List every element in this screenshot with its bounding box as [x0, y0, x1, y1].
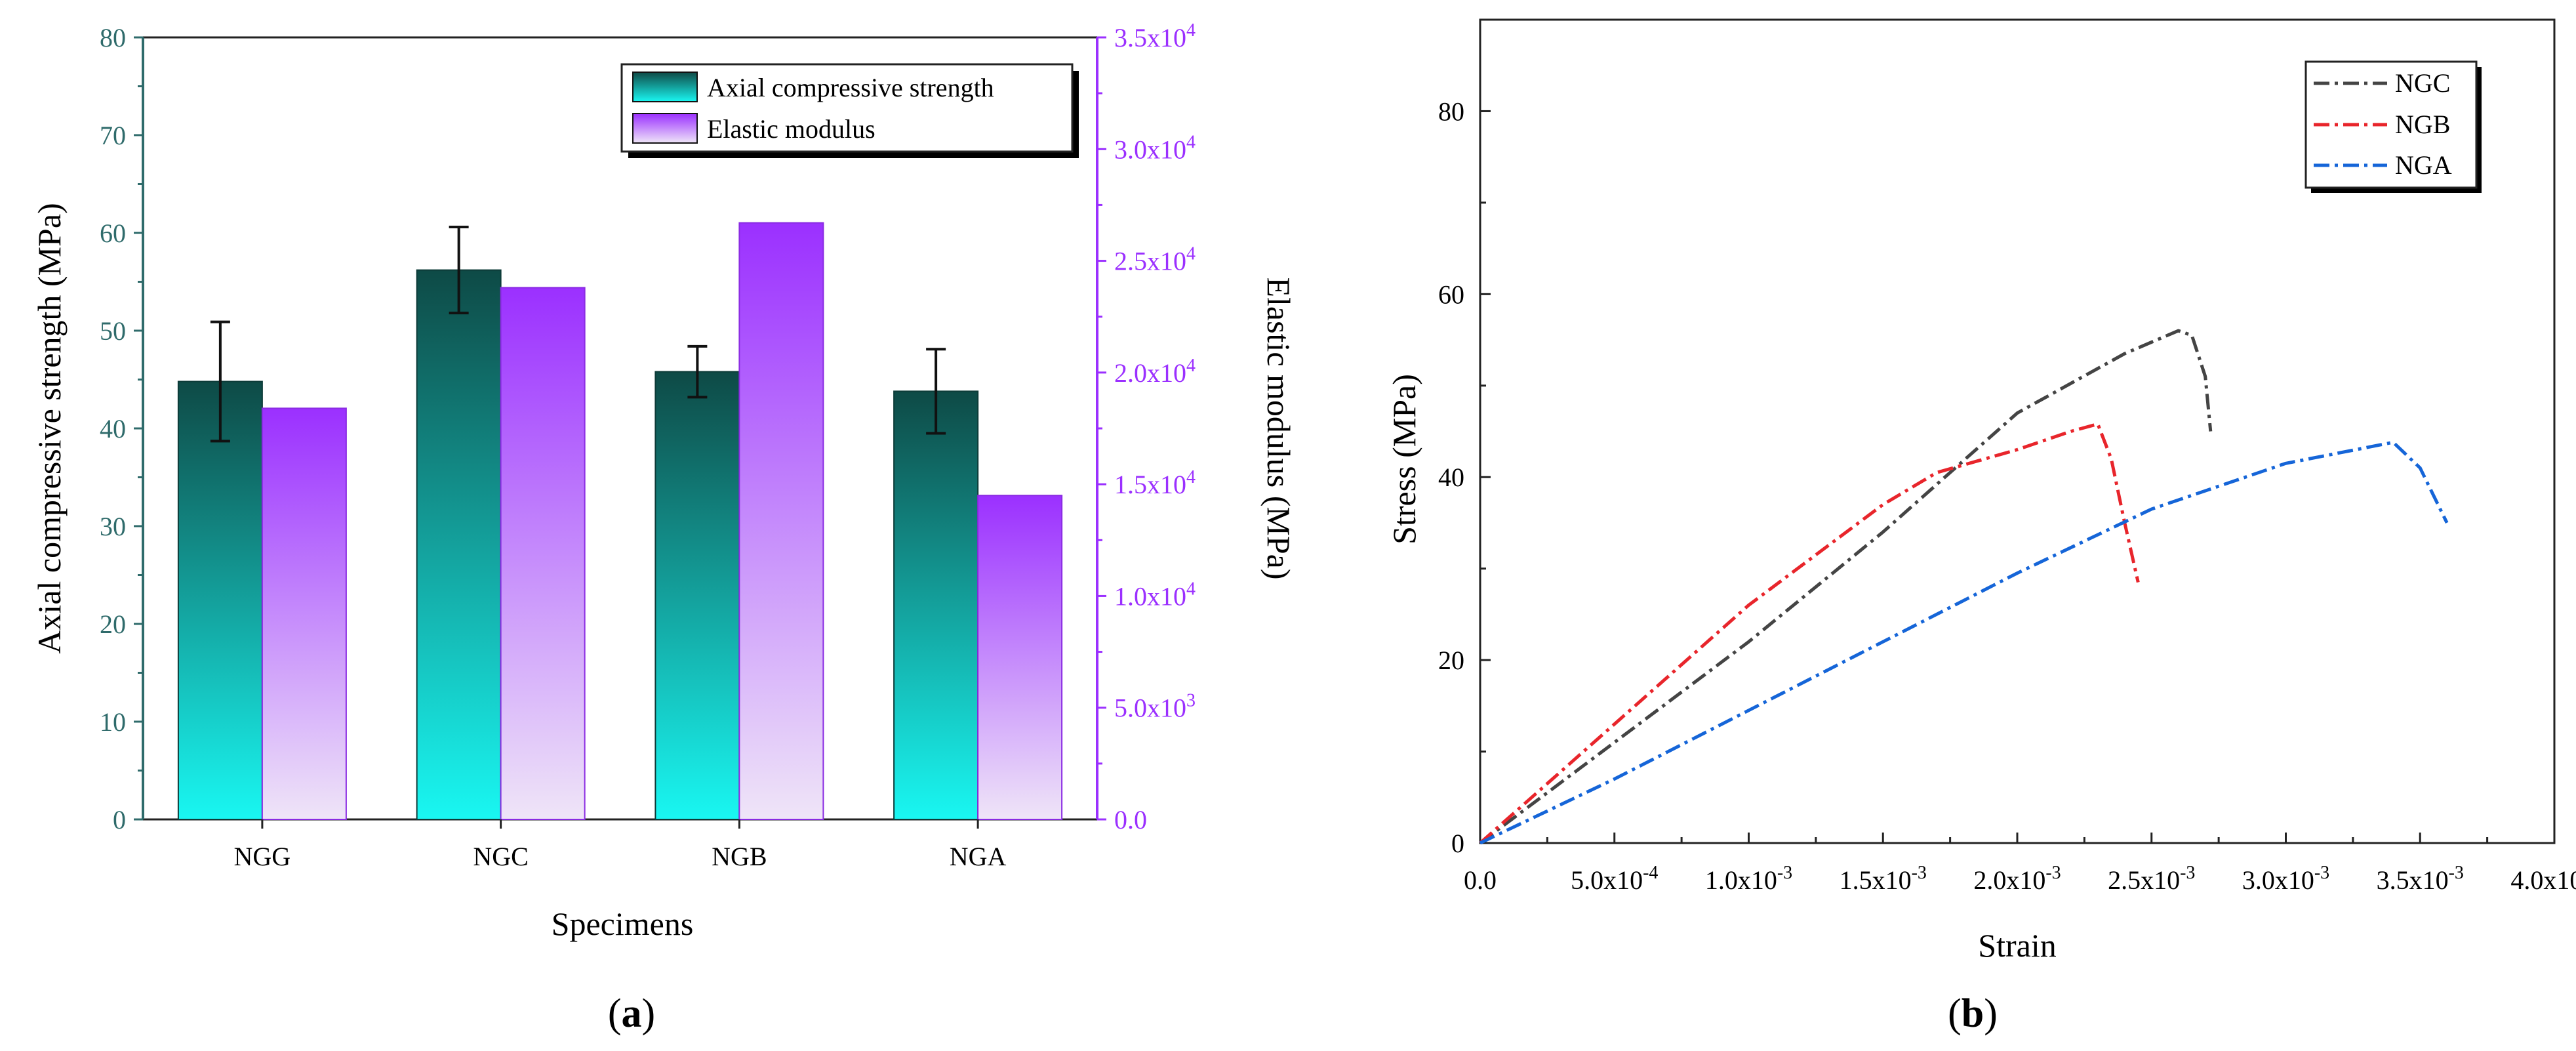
panel-a-legend: Axial compressive strength Elastic modul… [620, 63, 1079, 158]
bar-modulus-ngc [500, 287, 586, 820]
right-tick-label: 1.5x104 [1114, 467, 1196, 499]
legend-swatch-axial-compressive-strength [632, 72, 698, 102]
x-tick-label: 0.0 [1464, 865, 1497, 895]
right-tick-label: 3.5x104 [1114, 20, 1196, 52]
legend-label-nga: NGA [2395, 150, 2452, 180]
left-tick-label: 10 [100, 707, 126, 737]
x-tick-label-nga: NGA [950, 842, 1007, 871]
y-tick-label: 0 [1451, 829, 1464, 858]
panel-b-x-axis-label: Strain [1978, 927, 2056, 964]
x-tick-label: 1.0x10-3 [1705, 863, 1792, 895]
series-line-ngc [1479, 329, 2213, 845]
x-tick-label-ngg: NGG [234, 842, 291, 871]
x-tick-label-ngb: NGB [712, 842, 767, 871]
right-tick-label: 0.0 [1114, 805, 1147, 835]
left-tick-label: 80 [100, 23, 126, 52]
panel-b-legend: NGC NGB NGA [2304, 60, 2482, 193]
panel-a-caption: (a) [608, 991, 655, 1036]
x-tick-label: 2.5x10-3 [2108, 863, 2195, 895]
right-tick-label: 5.0x103 [1114, 691, 1196, 723]
right-tick-label: 3.0x104 [1114, 132, 1196, 164]
bar-modulus-ngb [738, 222, 824, 821]
y-tick-label: 40 [1438, 463, 1464, 492]
legend-label-axial-compressive-strength: Axial compressive strength [707, 73, 994, 102]
panel-a-bar-chart: 0 10 20 30 40 50 60 70 80 0.0 5.0x103 1.0x104 1.5x1… [31, 20, 1297, 1036]
left-tick-label: 30 [100, 512, 126, 541]
x-tick-label: 5.0x10-4 [1571, 863, 1658, 895]
panel-b-caption: (b) [1948, 991, 1998, 1036]
legend-label-ngc: NGC [2395, 68, 2450, 98]
bar-strength-ngg [177, 381, 263, 820]
bar-strength-nga [893, 390, 979, 820]
right-tick-label: 2.0x104 [1114, 356, 1196, 388]
left-tick-label: 0 [113, 805, 126, 835]
panel-b-legend-box [2304, 60, 2478, 189]
x-tick-label-ngc: NGC [473, 842, 528, 871]
y-tick-label: 80 [1438, 96, 1464, 126]
x-tick-label: 2.0x10-3 [1973, 863, 2061, 895]
panel-a-left-axis-label: Axial compressive strength (MPa) [31, 203, 68, 653]
legend-label-elastic-modulus: Elastic modulus [707, 114, 875, 144]
bar-strength-ngc [416, 269, 502, 820]
left-tick-label: 20 [100, 609, 126, 639]
right-tick-label: 2.5x104 [1114, 244, 1196, 276]
y-tick-label: 60 [1438, 279, 1464, 309]
left-tick-label: 40 [100, 414, 126, 443]
legend-label-ngb: NGB [2395, 110, 2450, 139]
left-tick-label: 70 [100, 121, 126, 150]
left-tick-label: 50 [100, 316, 126, 346]
panel-a-x-axis-label: Specimens [552, 905, 694, 942]
panel-b-line-chart: 0 20 40 60 80 0.0 5.0x10-4 1.0x10-3 1.5x10-3 2.0… [1386, 18, 2576, 1036]
x-tick-label: 3.0x10-3 [2242, 863, 2329, 895]
series-line-ngb [1479, 422, 2140, 844]
x-tick-label: 3.5x10-3 [2377, 863, 2464, 895]
right-tick-label: 1.0x104 [1114, 579, 1196, 611]
bar-strength-ngb [654, 371, 740, 820]
y-tick-label: 20 [1438, 646, 1464, 675]
x-tick-label: 1.5x10-3 [1840, 863, 1927, 895]
bar-modulus-nga [977, 495, 1063, 821]
x-tick-label: 4.0x10-3 [2510, 863, 2576, 895]
legend-swatch-elastic-modulus [632, 113, 698, 144]
left-tick-label: 60 [100, 218, 126, 248]
panel-a-right-axis-label: Elastic modulus (MPa) [1260, 277, 1297, 579]
bar-modulus-ngg [261, 407, 347, 820]
series-line-nga [1479, 440, 2449, 845]
panel-b-y-axis-label: Stress (MPa) [1386, 374, 1422, 545]
